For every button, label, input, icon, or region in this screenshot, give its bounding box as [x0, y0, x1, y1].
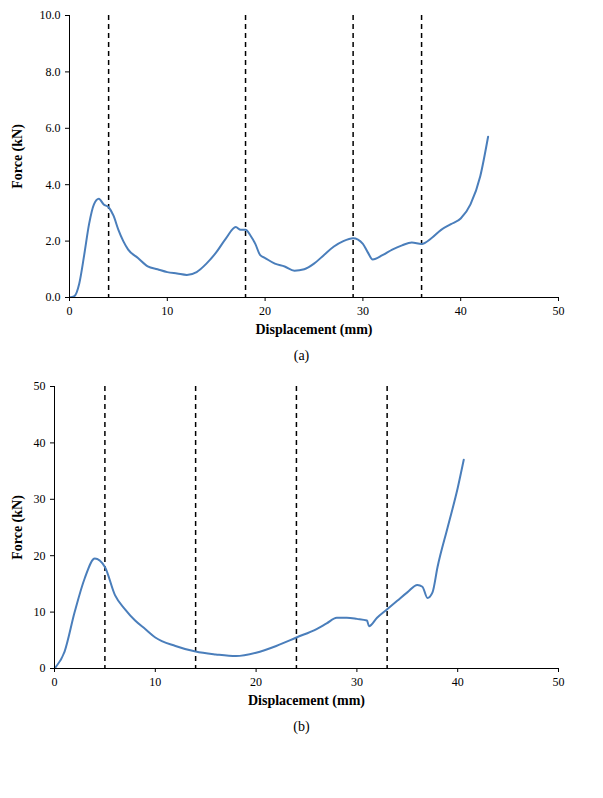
- svg-text:30: 30: [357, 304, 369, 318]
- svg-text:8.0: 8.0: [46, 65, 61, 79]
- svg-text:10: 10: [149, 675, 161, 689]
- svg-text:10: 10: [34, 605, 46, 619]
- svg-text:20: 20: [34, 549, 46, 563]
- svg-text:2.0: 2.0: [46, 234, 61, 248]
- svg-text:40: 40: [34, 436, 46, 450]
- svg-text:20: 20: [250, 675, 262, 689]
- svg-text:0.0: 0.0: [46, 290, 61, 304]
- svg-text:50: 50: [553, 304, 565, 318]
- html-text:(a): (a): [293, 348, 310, 363]
- svg-text:0: 0: [52, 675, 58, 689]
- svg-text:Force (kN): Force (kN): [10, 495, 26, 560]
- svg-text:0: 0: [40, 661, 46, 675]
- svg-text:6.0: 6.0: [46, 121, 61, 135]
- svg-text:30: 30: [34, 492, 46, 506]
- svg-text:Displacement (mm): Displacement (mm): [248, 693, 365, 709]
- svg-text:30: 30: [351, 675, 363, 689]
- svg-text:40: 40: [455, 304, 467, 318]
- svg-text:10: 10: [161, 304, 173, 318]
- svg-text:Force (kN): Force (kN): [10, 124, 26, 189]
- svg-text:0: 0: [67, 304, 73, 318]
- svg-text:10.0: 10.0: [40, 8, 61, 22]
- svg-text:50: 50: [34, 379, 46, 393]
- svg-text:40: 40: [452, 675, 464, 689]
- svg-text:50: 50: [553, 675, 565, 689]
- svg-text:20: 20: [259, 304, 271, 318]
- svg-text:4.0: 4.0: [46, 178, 61, 192]
- html-text:(b): (b): [293, 719, 310, 734]
- svg-text:Displacement (mm): Displacement (mm): [255, 322, 372, 338]
